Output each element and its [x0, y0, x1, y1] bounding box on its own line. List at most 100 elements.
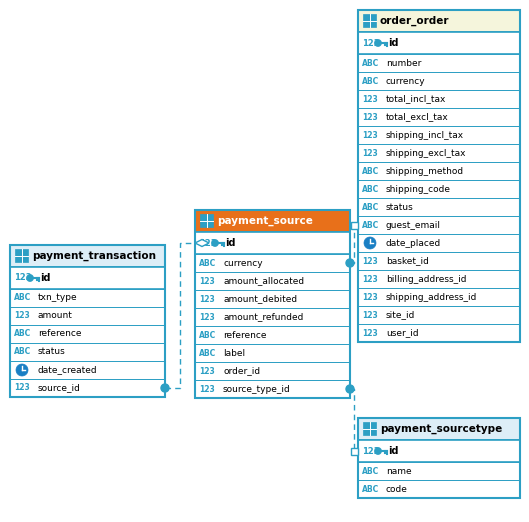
Text: order_order: order_order [380, 16, 450, 26]
Text: total_incl_tax: total_incl_tax [386, 94, 446, 103]
Text: ABC: ABC [362, 167, 379, 175]
Bar [10, 307, 165, 325]
Bar [195, 290, 350, 308]
Text: ABC: ABC [362, 484, 379, 493]
Text: basket_id: basket_id [386, 256, 429, 266]
Circle shape [346, 385, 354, 393]
Bar [195, 210, 350, 232]
Text: 123: 123 [362, 148, 378, 158]
Text: ABC: ABC [14, 293, 31, 303]
Bar [195, 210, 350, 398]
Bar [358, 90, 520, 108]
Text: source_type_id: source_type_id [223, 385, 291, 394]
Bar [10, 289, 165, 307]
Text: ABC: ABC [362, 220, 379, 230]
Text: guest_email: guest_email [386, 220, 441, 230]
Text: 123: 123 [362, 292, 378, 302]
Circle shape [212, 240, 218, 246]
Circle shape [364, 237, 376, 249]
Bar [10, 343, 165, 361]
Bar [10, 245, 165, 267]
Text: number: number [386, 58, 422, 67]
Circle shape [16, 364, 28, 376]
Text: id: id [225, 238, 235, 248]
Text: ABC: ABC [362, 77, 379, 86]
Bar [358, 198, 520, 216]
Bar [195, 254, 350, 272]
Text: label: label [223, 349, 245, 358]
Text: ABC: ABC [362, 184, 379, 194]
Text: 123: 123 [362, 113, 378, 122]
Bar [10, 325, 165, 343]
Text: shipping_method: shipping_method [386, 167, 464, 175]
Bar [358, 324, 520, 342]
Text: amount_debited: amount_debited [223, 294, 297, 303]
Text: 123: 123 [362, 39, 379, 48]
Bar [200, 214, 213, 227]
Bar [195, 344, 350, 362]
Text: site_id: site_id [386, 311, 415, 319]
Bar [195, 232, 350, 254]
Text: 123: 123 [362, 328, 378, 338]
Text: name: name [386, 467, 412, 476]
Text: payment_sourcetype: payment_sourcetype [380, 424, 502, 434]
Text: source_id: source_id [38, 384, 81, 393]
Text: billing_address_id: billing_address_id [386, 275, 467, 283]
Bar [358, 10, 520, 32]
Text: 123: 123 [199, 239, 216, 247]
Bar [195, 380, 350, 398]
Text: 123: 123 [362, 275, 378, 283]
Text: reference: reference [38, 329, 81, 338]
Text: shipping_incl_tax: shipping_incl_tax [386, 130, 464, 139]
Text: reference: reference [223, 330, 267, 339]
Text: 123: 123 [14, 384, 30, 393]
Bar [358, 54, 520, 72]
Bar [363, 14, 376, 27]
Text: currency: currency [223, 258, 262, 267]
Bar [358, 180, 520, 198]
Bar [358, 418, 520, 440]
Text: id: id [388, 38, 398, 48]
Bar [358, 72, 520, 90]
Text: shipping_excl_tax: shipping_excl_tax [386, 148, 467, 158]
Polygon shape [195, 240, 209, 246]
Text: currency: currency [386, 77, 426, 86]
Text: amount: amount [38, 312, 73, 321]
Bar [358, 144, 520, 162]
Circle shape [26, 275, 33, 281]
Text: 123: 123 [199, 366, 215, 375]
Text: status: status [386, 203, 414, 211]
Bar [10, 379, 165, 397]
Text: ABC: ABC [14, 329, 31, 338]
Circle shape [161, 384, 169, 392]
Bar [358, 440, 520, 462]
Bar [351, 447, 358, 455]
Bar [358, 10, 520, 342]
Text: 123: 123 [362, 130, 378, 139]
Text: payment_transaction: payment_transaction [32, 251, 156, 261]
Bar [358, 32, 520, 54]
Bar [358, 418, 520, 498]
Text: ABC: ABC [362, 203, 379, 211]
Text: shipping_code: shipping_code [386, 184, 451, 194]
Text: ABC: ABC [362, 467, 379, 476]
Text: 123: 123 [199, 385, 215, 394]
Bar [15, 249, 28, 262]
Text: 123: 123 [199, 277, 215, 286]
Text: 123: 123 [199, 313, 215, 322]
Bar [358, 216, 520, 234]
Text: 123: 123 [362, 94, 378, 103]
Text: payment_source: payment_source [217, 216, 313, 226]
Text: shipping_address_id: shipping_address_id [386, 292, 477, 302]
Bar [10, 361, 165, 379]
Bar [358, 306, 520, 324]
Text: ABC: ABC [199, 349, 216, 358]
Bar [358, 462, 520, 480]
Text: ABC: ABC [199, 258, 216, 267]
Text: 123: 123 [362, 311, 378, 319]
Text: 123: 123 [362, 446, 379, 456]
Text: id: id [40, 273, 50, 283]
Text: 123: 123 [362, 256, 378, 266]
Bar [358, 126, 520, 144]
Bar [358, 288, 520, 306]
